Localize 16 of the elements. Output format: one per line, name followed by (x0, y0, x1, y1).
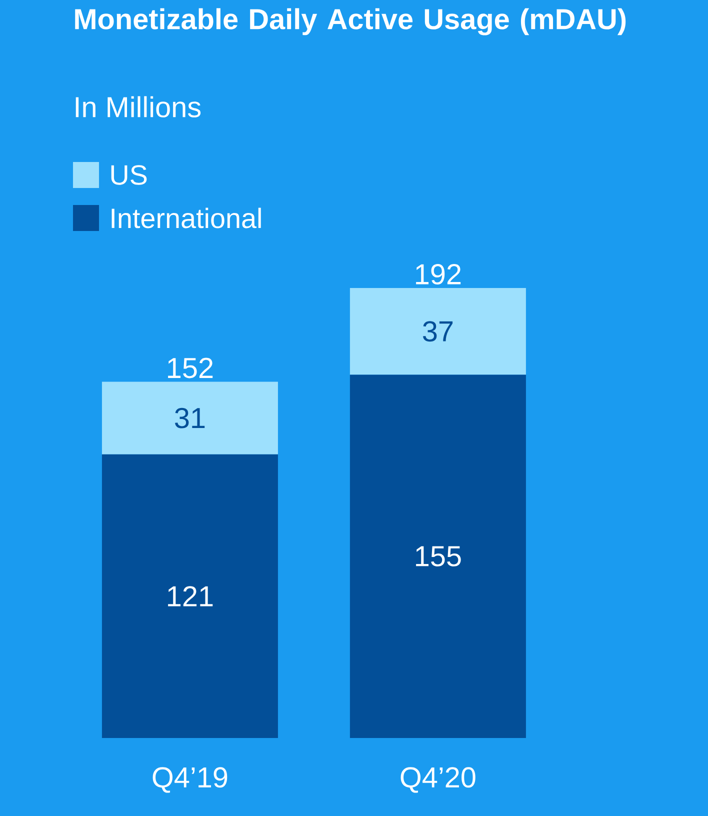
chart-title: Monetizable Daily Active Usage (mDAU) (75, 8, 626, 36)
x-tick-label: Q4’20 (400, 767, 476, 793)
data-label: 155 (416, 546, 461, 566)
bar (102, 382, 278, 454)
x-tick-label: Q4’19 (152, 767, 228, 793)
data-label: 121 (168, 586, 213, 606)
data-label: 37 (422, 321, 453, 342)
total-label: 152 (168, 358, 213, 378)
legend-label: US (111, 165, 147, 185)
bar (102, 454, 278, 738)
bar (350, 374, 526, 738)
bar (350, 288, 526, 375)
total-label: 192 (416, 264, 461, 284)
data-label: 31 (174, 408, 205, 428)
chart-subtitle: In Millions (76, 96, 201, 118)
legend-label: International (112, 208, 261, 228)
